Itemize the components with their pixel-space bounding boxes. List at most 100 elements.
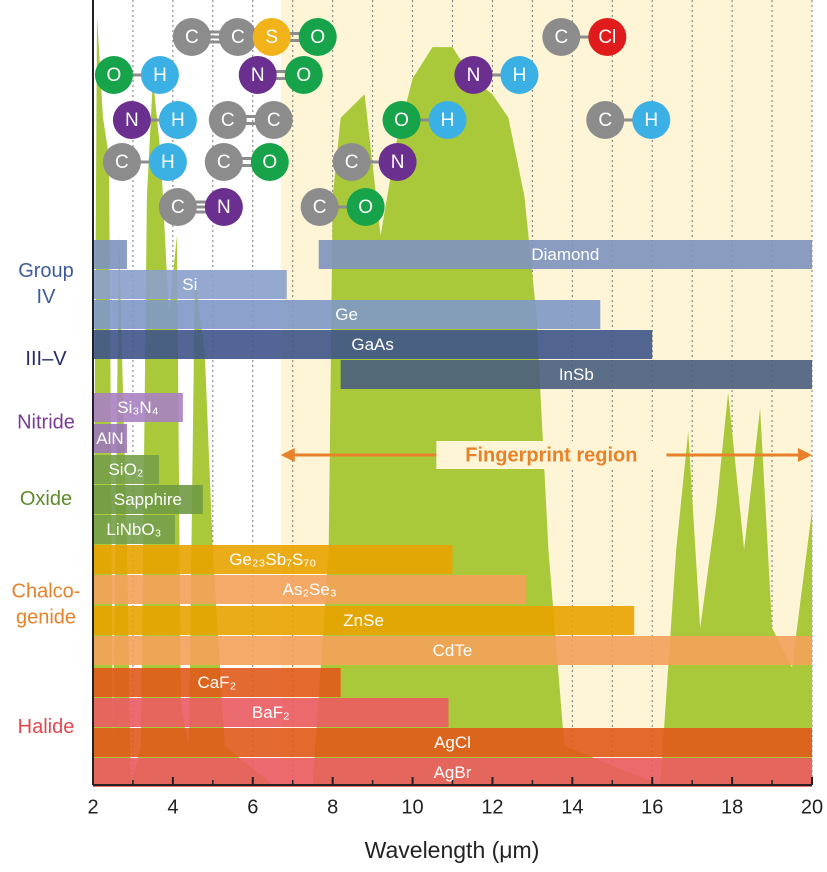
- atom: [94, 56, 133, 94]
- atom-label: O: [296, 65, 311, 86]
- atom-label: C: [221, 110, 235, 131]
- material-label: Diamond: [531, 245, 599, 264]
- atom-label: N: [391, 152, 405, 173]
- group-label: III–V: [25, 348, 67, 370]
- material-bar: [93, 606, 635, 635]
- atom: [632, 101, 671, 139]
- atom-label: H: [513, 65, 527, 86]
- material-label: LiNbO₃: [106, 520, 161, 539]
- atom-label: C: [185, 27, 199, 48]
- x-tick-label: 14: [561, 796, 583, 818]
- material-bar: [93, 545, 453, 574]
- group-label: Halide: [18, 716, 75, 738]
- atom: [148, 143, 187, 181]
- atom-label: C: [554, 27, 568, 48]
- group-label: Nitride: [17, 411, 75, 433]
- atom-label: H: [171, 110, 185, 131]
- atom-label: N: [217, 197, 231, 218]
- x-axis-label: Wavelength (μm): [365, 837, 540, 863]
- atom-label: N: [467, 65, 481, 86]
- material-bar: [93, 485, 203, 514]
- material-bar: [93, 575, 527, 604]
- x-tick-label: 12: [481, 796, 503, 818]
- x-tick-label: 8: [327, 796, 338, 818]
- atom: [208, 101, 247, 139]
- atom-label: Cl: [598, 27, 616, 48]
- atom-label: H: [644, 110, 658, 131]
- atom: [542, 18, 581, 56]
- atom: [586, 101, 625, 139]
- atom-label: O: [310, 27, 325, 48]
- atom-label: C: [345, 152, 359, 173]
- atom: [250, 143, 289, 181]
- x-tick-label: 6: [247, 796, 258, 818]
- molecule: C Cl: [542, 18, 627, 56]
- annotation-text: Fingerprint region: [465, 444, 637, 466]
- material-bar: [93, 455, 159, 484]
- material-label: Ge: [335, 305, 358, 324]
- material-bar: [93, 424, 127, 453]
- material-label: AlN: [96, 429, 123, 448]
- x-tick-label: 18: [721, 796, 743, 818]
- atom: [204, 188, 243, 226]
- atom: [102, 143, 141, 181]
- material-label: Si: [182, 275, 197, 294]
- group-label: IV: [37, 286, 57, 308]
- material-label: AgBr: [434, 763, 472, 782]
- atom-label: N: [251, 65, 265, 86]
- group-label: Group: [18, 260, 74, 282]
- material-label: BaF₂: [252, 703, 290, 722]
- atom: [218, 18, 257, 56]
- x-tick-label: 2: [87, 796, 98, 818]
- material-label: InSb: [559, 365, 594, 384]
- atom: [112, 101, 151, 139]
- atom-label: H: [161, 152, 175, 173]
- group-label: Chalco-: [12, 580, 81, 602]
- x-tick-label: 10: [401, 796, 423, 818]
- atom: [172, 18, 211, 56]
- atom-label: C: [231, 27, 245, 48]
- material-label: CdTe: [433, 641, 473, 660]
- material-label: CaF₂: [197, 673, 236, 692]
- material-label: As₂Se₃: [283, 580, 337, 599]
- group-label: genide: [16, 606, 76, 628]
- atom-label: C: [267, 110, 281, 131]
- arrow-head: [280, 448, 295, 462]
- atom-label: H: [153, 65, 167, 86]
- atom: [158, 101, 197, 139]
- x-tick-label: 20: [801, 796, 823, 818]
- material-label: SiO₂: [108, 460, 143, 479]
- material-label: Ge₂₃Sb₇S₇₀: [229, 550, 316, 569]
- atom-label: S: [265, 27, 278, 48]
- material-bar: [93, 330, 653, 359]
- atom-label: O: [107, 65, 122, 86]
- atom: [252, 18, 291, 56]
- atom-label: C: [313, 197, 327, 218]
- material-bar: [93, 728, 812, 757]
- transmission-area: [93, 15, 812, 785]
- atom: [254, 101, 293, 139]
- atom-label: C: [217, 152, 231, 173]
- material-bar: [93, 668, 341, 697]
- x-tick-label: 16: [641, 796, 663, 818]
- atom: [140, 56, 179, 94]
- material-label: GaAs: [351, 335, 394, 354]
- atom: [300, 188, 339, 226]
- material-label: Sapphire: [114, 490, 182, 509]
- material-label: AgCl: [434, 733, 471, 752]
- atom: [298, 18, 337, 56]
- atom-label: O: [262, 152, 277, 173]
- material-label: Si₃N₄: [117, 398, 158, 417]
- atom: [382, 101, 421, 139]
- atom-label: H: [441, 110, 455, 131]
- material-bar: [318, 240, 812, 269]
